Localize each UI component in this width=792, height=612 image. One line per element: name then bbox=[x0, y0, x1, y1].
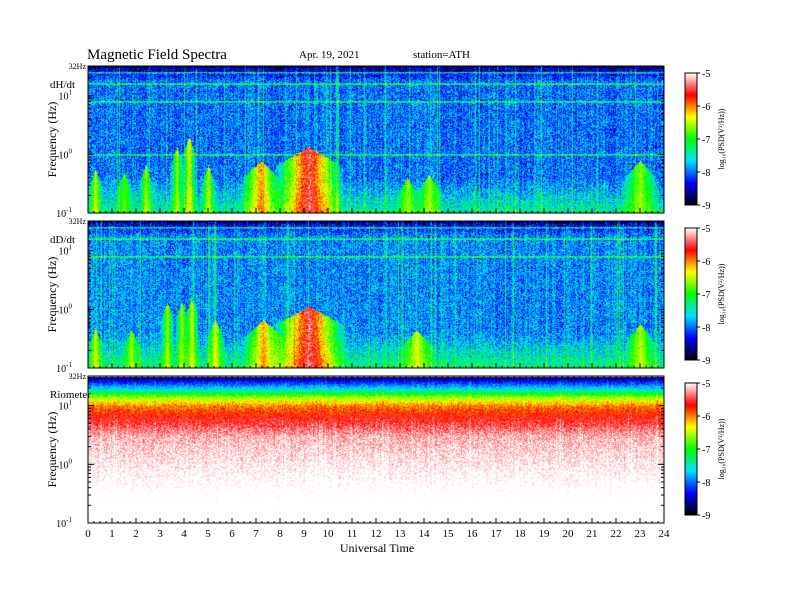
x-tick-label: 12 bbox=[371, 528, 382, 540]
x-tick-label: 2 bbox=[133, 528, 139, 540]
y-tick-exponent: 0 bbox=[69, 457, 73, 465]
colorbar bbox=[684, 72, 698, 206]
colorbar-tick-label: -5 bbox=[702, 69, 710, 80]
y-tick-exponent: 0 bbox=[69, 302, 73, 310]
colorbar-tick-label: -7 bbox=[702, 135, 710, 146]
x-tick-label: 18 bbox=[515, 528, 527, 540]
y-tick-label: 100 bbox=[59, 302, 73, 316]
x-tick-label: 14 bbox=[419, 528, 431, 540]
x-tick-label: 11 bbox=[347, 528, 358, 540]
x-tick-label: 23 bbox=[635, 528, 647, 540]
colorbar-tick-label: -8 bbox=[702, 478, 710, 489]
y-tick-exponent: 1 bbox=[69, 244, 73, 252]
spectrogram-image bbox=[88, 221, 664, 368]
x-axis-label: Universal Time bbox=[340, 541, 414, 555]
colorbar-tick-label: -6 bbox=[702, 412, 710, 423]
y-tick-exponent: 0 bbox=[69, 147, 73, 155]
y-axis-label: Frequency (Hz) bbox=[45, 412, 59, 488]
x-tick-label: 9 bbox=[301, 528, 307, 540]
x-tick-label: 5 bbox=[205, 528, 211, 540]
colorbar-tick-label: -9 bbox=[702, 356, 710, 367]
spectrogram-image bbox=[88, 66, 664, 213]
x-tick-label: 0 bbox=[85, 528, 91, 540]
panel-label: dD/dt bbox=[50, 234, 75, 246]
y-top-label: 32Hz bbox=[69, 372, 87, 381]
y-tick-exponent: 1 bbox=[69, 399, 73, 407]
colorbar-tick-label: -6 bbox=[702, 257, 710, 268]
x-tick-label: 1 bbox=[109, 528, 115, 540]
colorbar-tick-label: -9 bbox=[702, 201, 710, 212]
colorbar-tick-label: -5 bbox=[702, 224, 710, 235]
colorbar-tick-label: -5 bbox=[702, 379, 710, 390]
panel-label: Riometer bbox=[50, 389, 91, 401]
y-tick-label: 100 bbox=[59, 457, 73, 471]
y-tick-exponent: -1 bbox=[66, 361, 72, 369]
colorbar bbox=[684, 382, 698, 516]
x-tick-label: 24 bbox=[659, 528, 671, 540]
y-tick-exponent: -1 bbox=[66, 516, 72, 524]
x-tick-label: 10 bbox=[323, 528, 335, 540]
date-label: Apr. 19, 2021 bbox=[299, 49, 360, 61]
x-tick-label: 20 bbox=[563, 528, 575, 540]
colorbar-tick-label: -8 bbox=[702, 168, 710, 179]
spectrogram-image bbox=[88, 376, 664, 523]
x-tick-label: 4 bbox=[181, 528, 187, 540]
panel-label: dH/dt bbox=[50, 79, 75, 91]
colorbar-label: log₁₀(PSD(V²/Hz)) bbox=[717, 263, 726, 324]
colorbar-tick-label: -7 bbox=[702, 290, 710, 301]
x-axis: 0 1 2 3 4 5 6 7 8 9 10 11 12 13 14 15 16 17 18 19 20 21 22 23 24 bbox=[85, 528, 670, 540]
y-top-label: 32Hz bbox=[69, 217, 87, 226]
station-label: station=ATH bbox=[413, 49, 470, 61]
x-tick-label: 21 bbox=[587, 528, 598, 540]
y-axis-label: Frequency (Hz) bbox=[45, 257, 59, 333]
x-tick-label: 6 bbox=[229, 528, 235, 540]
x-tick-label: 22 bbox=[611, 528, 622, 540]
x-tick-label: 19 bbox=[539, 528, 551, 540]
x-tick-label: 17 bbox=[491, 528, 503, 540]
y-tick-exponent: -1 bbox=[66, 206, 72, 214]
colorbar-tick-label: -6 bbox=[702, 102, 710, 113]
x-tick-label: 15 bbox=[443, 528, 455, 540]
colorbar-label: log₁₀(PSD(V²/Hz)) bbox=[717, 108, 726, 169]
x-tick-label: 3 bbox=[157, 528, 163, 540]
x-tick-label: 7 bbox=[253, 528, 259, 540]
colorbar-tick-label: -8 bbox=[702, 323, 710, 334]
y-tick-exponent: 1 bbox=[69, 89, 73, 97]
figure-title: Magnetic Field Spectra bbox=[87, 47, 227, 63]
x-tick-label: 16 bbox=[467, 528, 479, 540]
y-tick-label: 100 bbox=[59, 147, 73, 161]
colorbar bbox=[684, 227, 698, 361]
colorbar-tick-label: -9 bbox=[702, 511, 710, 522]
colorbar-label: log₁₀(PSD(V²/Hz)) bbox=[717, 418, 726, 479]
x-tick-label: 8 bbox=[277, 528, 283, 540]
colorbar-tick-label: -7 bbox=[702, 445, 710, 456]
y-tick-label: 10-1 bbox=[56, 516, 72, 530]
x-tick-label: 13 bbox=[395, 528, 407, 540]
y-top-label: 32Hz bbox=[69, 62, 87, 71]
y-axis-label: Frequency (Hz) bbox=[45, 102, 59, 178]
